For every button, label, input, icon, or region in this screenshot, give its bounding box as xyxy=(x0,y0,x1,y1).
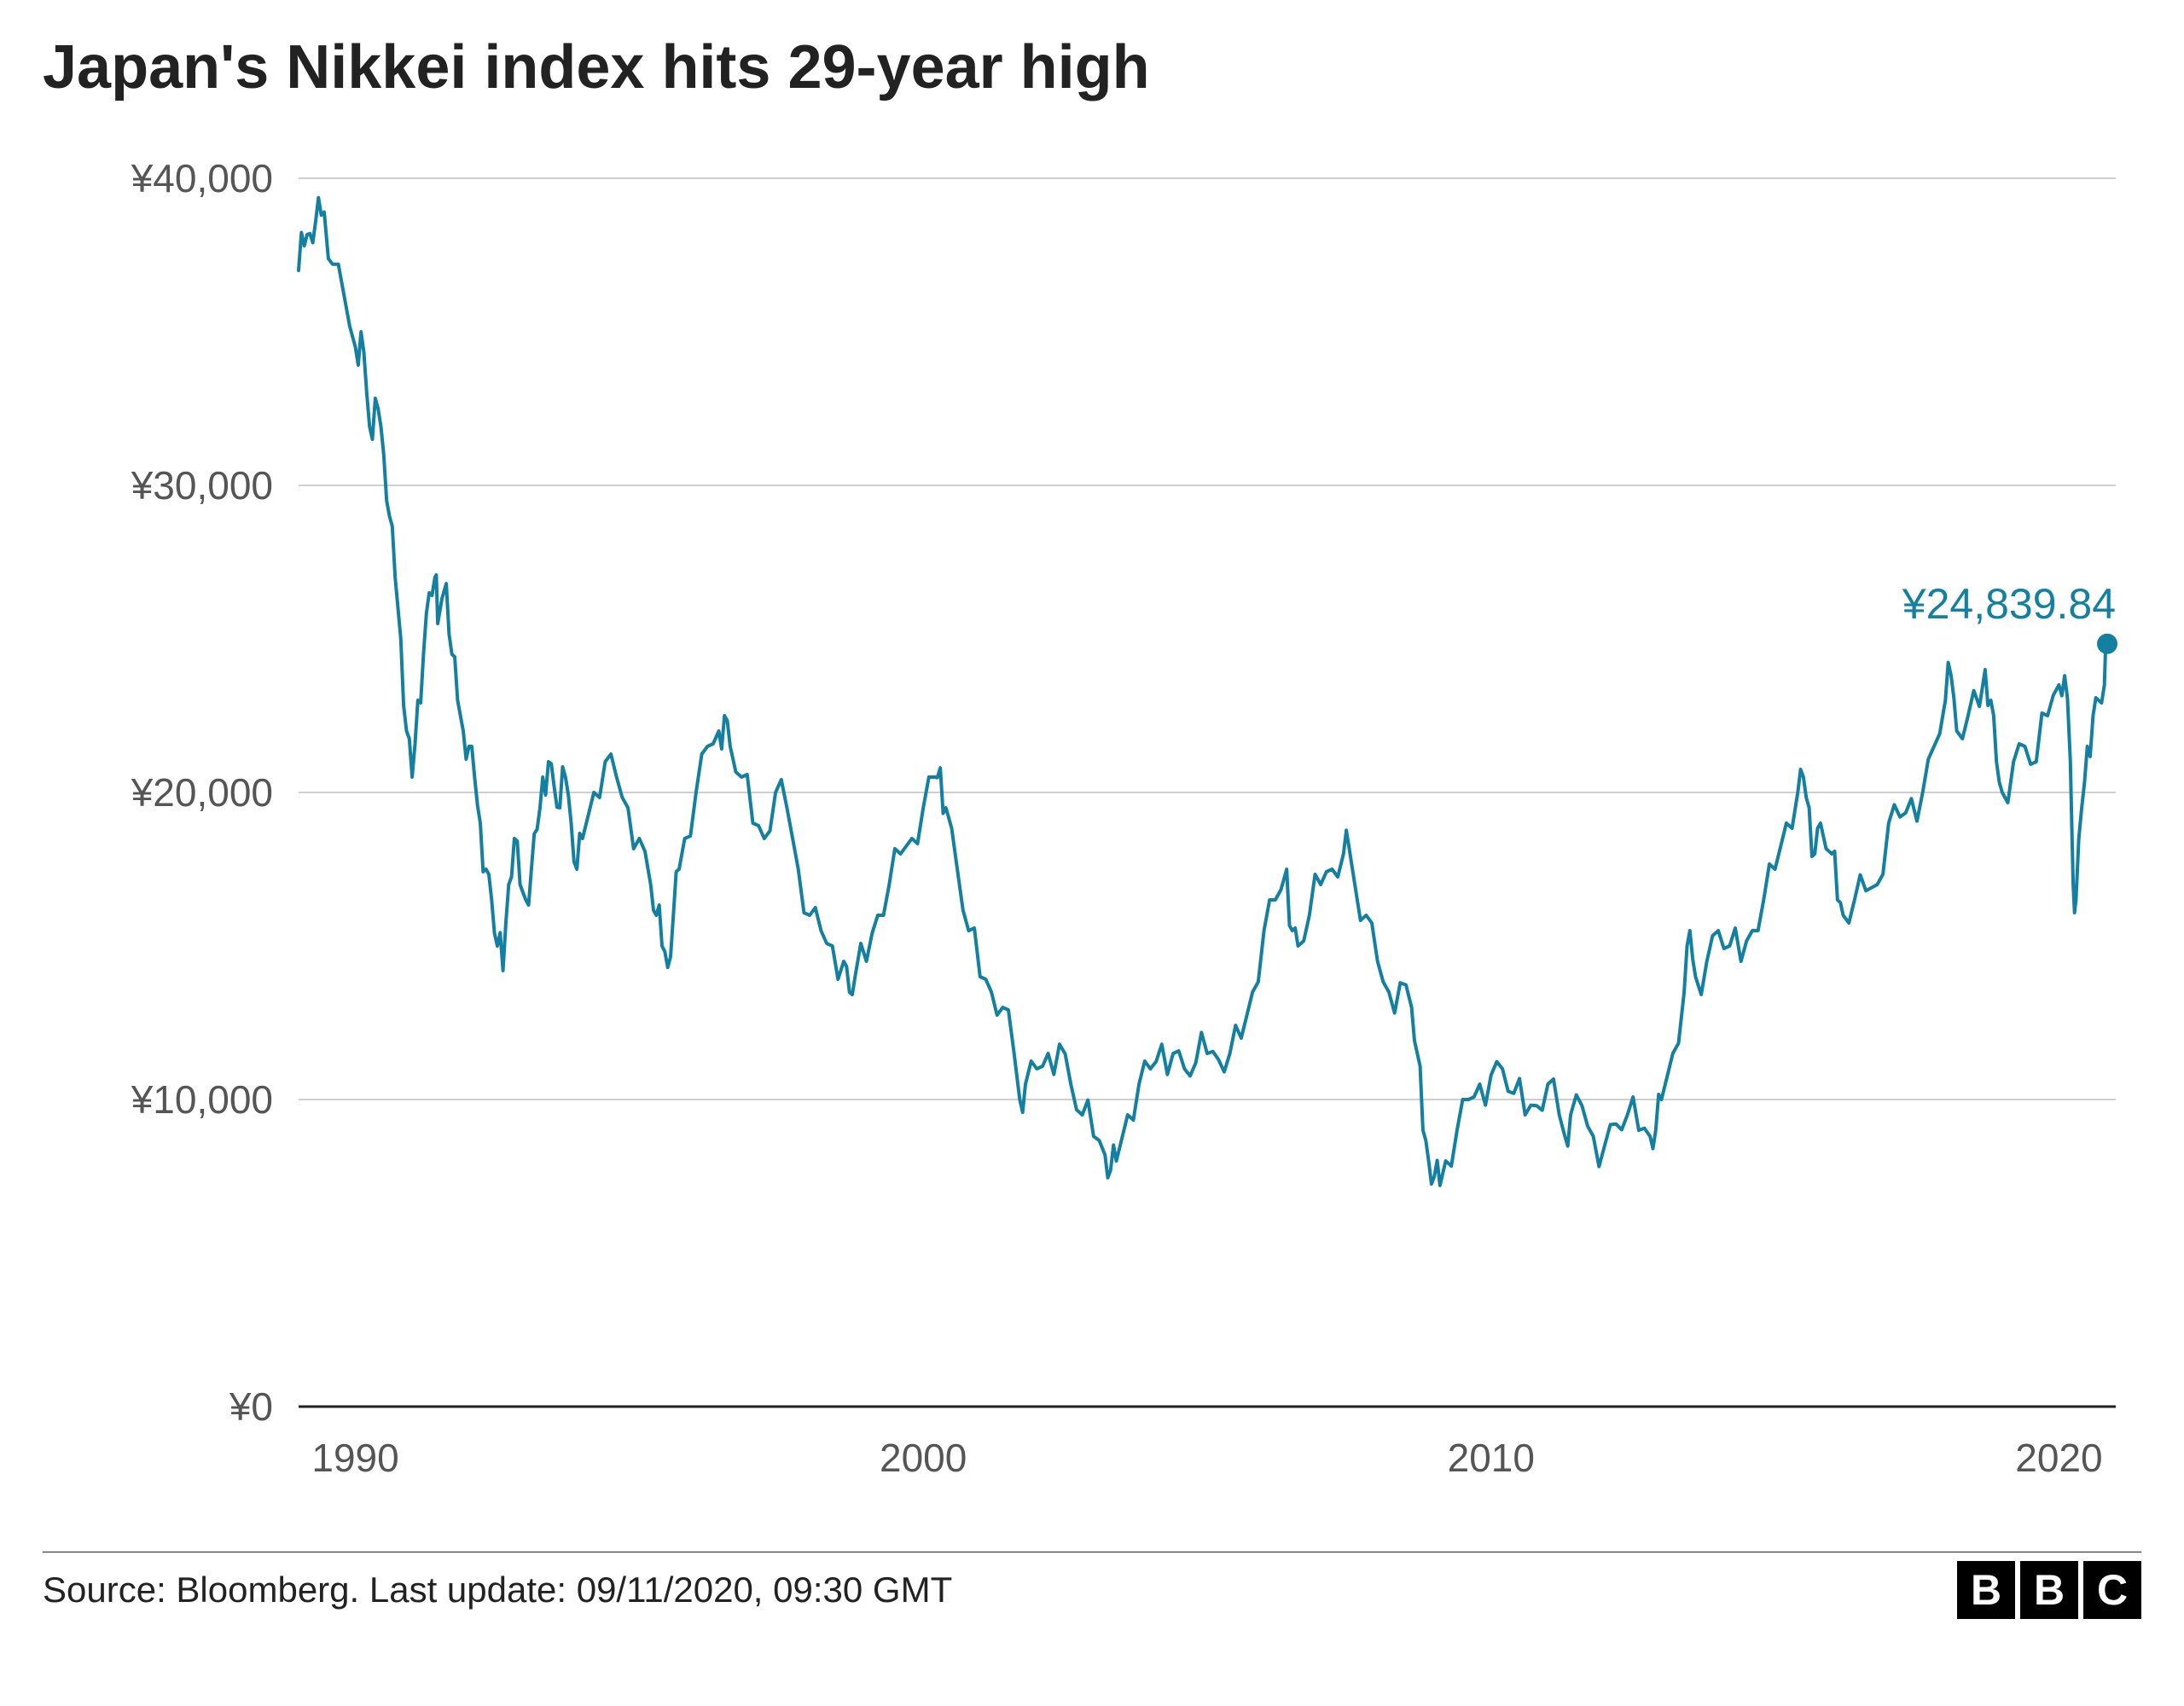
bbc-logo-box: C xyxy=(2083,1561,2141,1619)
y-tick-label: ¥30,000 xyxy=(131,463,273,508)
nikkei-series-line xyxy=(299,198,2107,1186)
chart-title: Japan's Nikkei index hits 29-year high xyxy=(43,34,2141,102)
line-chart: ¥0 ¥10,000 ¥20,000 ¥30,000 ¥40,000 1990 2000 20… xyxy=(43,127,2141,1526)
x-tick-label: 2010 xyxy=(1448,1436,1535,1480)
y-tick-label: ¥40,000 xyxy=(131,156,273,200)
x-tick-label: 1990 xyxy=(311,1436,398,1480)
footer-bar: Source: Bloomberg. Last update: 09/11/20… xyxy=(43,1552,2141,1619)
bbc-logo-box: B xyxy=(2020,1561,2078,1619)
chart-area: ¥0 ¥10,000 ¥20,000 ¥30,000 ¥40,000 1990 2000 20… xyxy=(43,127,2141,1526)
x-tick-label: 2020 xyxy=(2015,1436,2102,1480)
x-tick-label: 2000 xyxy=(880,1436,967,1480)
end-point-dot xyxy=(2097,634,2117,654)
y-tick-label: ¥0 xyxy=(229,1384,273,1429)
bbc-logo: BBC xyxy=(1957,1561,2141,1619)
source-text: Source: Bloomberg. Last update: 09/11/20… xyxy=(43,1570,952,1610)
y-tick-label: ¥20,000 xyxy=(131,770,273,815)
end-point-label: ¥24,839.84 xyxy=(1902,580,2116,628)
bbc-logo-box: B xyxy=(1957,1561,2015,1619)
y-tick-label: ¥10,000 xyxy=(131,1077,273,1122)
